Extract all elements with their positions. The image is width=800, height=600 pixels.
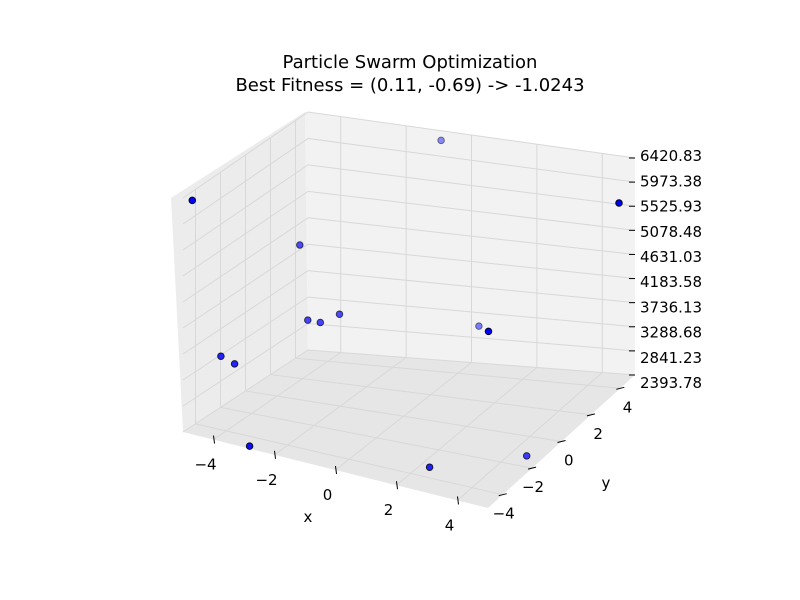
x-axis-label: x [304, 508, 313, 526]
y-tick-mark [527, 466, 537, 470]
data-point [615, 199, 623, 207]
x-tick-mark [457, 496, 459, 505]
z-tick-label: 4631.03 [640, 248, 702, 266]
z-tick-label: 5078.48 [640, 223, 702, 241]
data-point [425, 463, 434, 471]
chart-subtitle: Best Fitness = (0.11, -0.69) -> -1.0243 [235, 75, 584, 96]
data-point [217, 352, 225, 360]
y-tick-label: 4 [623, 398, 633, 416]
y-tick-mark [498, 493, 507, 497]
grid-line-z [182, 296, 636, 381]
x-tick-label: −2 [255, 471, 277, 489]
y-tick-label: −4 [493, 505, 515, 523]
axes-panes [171, 112, 635, 508]
grid-line-z [182, 270, 636, 355]
back-pane [305, 112, 635, 375]
data-point [484, 327, 493, 336]
z-tick-label: 2393.78 [640, 374, 702, 392]
x-tick-mark [396, 481, 398, 490]
data-points [188, 136, 623, 471]
grid-line-z [182, 137, 636, 225]
x-tick-mark [274, 450, 276, 459]
data-point [296, 241, 304, 249]
z-tick-label: 3736.13 [640, 298, 702, 316]
grid-line-z [182, 217, 636, 303]
z-tick-label: 2841.23 [640, 349, 702, 367]
z-tick-label: 5973.38 [640, 172, 702, 190]
y-axis-label: y [602, 474, 611, 492]
y-tick-mark [586, 413, 596, 417]
data-point [335, 310, 344, 318]
grid-line-z [182, 190, 636, 277]
x-tick-mark [213, 435, 215, 444]
x-tick-label: 0 [323, 486, 333, 504]
grid-line-z [182, 111, 636, 199]
grid-lines [182, 111, 636, 501]
y-tick-label: 0 [564, 452, 574, 470]
grid-line-z [182, 349, 636, 433]
y-tick-mark [616, 386, 625, 390]
z-tick-label: 3288.68 [640, 324, 702, 342]
data-point [522, 452, 531, 460]
z-tick-label: 4183.58 [640, 273, 702, 291]
grid-line-z [182, 243, 636, 329]
y-tick-label: 2 [593, 425, 603, 443]
z-tick-label: 6420.83 [640, 147, 702, 165]
data-point [304, 316, 312, 324]
z-tick-label: 5525.93 [640, 198, 702, 216]
y-tick-label: −2 [522, 478, 544, 496]
axis-ticks: −4 −2 0 2 4 −4 −2 0 2 4 2393.78 2841.23 3288.68 3736.… [194, 147, 702, 534]
data-point [245, 442, 254, 450]
x-tick-label: −4 [194, 456, 216, 474]
x-tick-label: 2 [384, 501, 394, 519]
data-point [188, 196, 197, 205]
y-tick-mark [557, 440, 566, 443]
x-tick-label: 4 [445, 516, 455, 534]
data-point [475, 322, 483, 330]
x-tick-mark [335, 465, 337, 475]
data-point [437, 136, 445, 145]
chart-title: Particle Swarm Optimization [283, 52, 538, 73]
data-point [316, 318, 325, 327]
floor-pane [183, 350, 635, 508]
grid-line-z [182, 164, 636, 251]
data-point [230, 360, 239, 368]
left-pane [171, 112, 308, 432]
